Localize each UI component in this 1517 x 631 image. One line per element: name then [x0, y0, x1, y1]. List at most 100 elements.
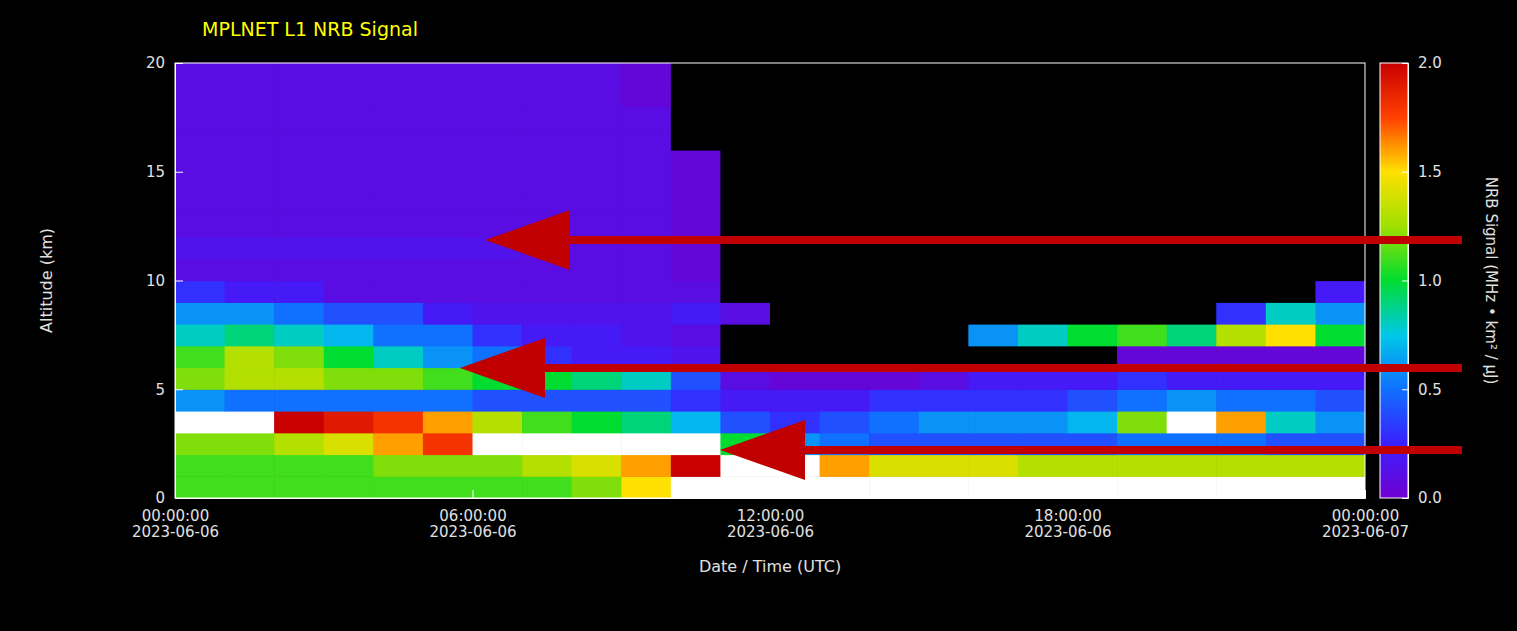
cell — [225, 107, 275, 129]
y-tick: 20 — [146, 54, 183, 72]
x-tick: 06:00:002023-06-06 — [429, 490, 516, 541]
cell — [1266, 150, 1316, 172]
cell — [1117, 476, 1167, 498]
cell — [373, 302, 423, 324]
cell — [820, 324, 870, 346]
cell — [1216, 411, 1266, 433]
cell — [1117, 259, 1167, 281]
cell — [621, 128, 671, 150]
arrow-head — [720, 420, 805, 480]
cell — [274, 128, 324, 150]
cell — [820, 411, 870, 433]
cell — [175, 172, 225, 194]
cell — [1315, 128, 1365, 150]
cell — [324, 476, 374, 498]
cell — [1068, 215, 1118, 237]
cell — [919, 476, 969, 498]
colorbar-tick: 2.0 — [1402, 54, 1442, 72]
cell — [820, 128, 870, 150]
cell — [621, 107, 671, 129]
cell — [1216, 259, 1266, 281]
cell — [770, 389, 820, 411]
cell — [1117, 172, 1167, 194]
cell — [1266, 63, 1316, 85]
cell — [621, 172, 671, 194]
cell — [175, 368, 225, 390]
cell — [621, 302, 671, 324]
y-tick-label: 10 — [146, 272, 165, 290]
cell — [324, 128, 374, 150]
colorbar-tick-mark — [1402, 172, 1408, 173]
cell — [1018, 259, 1068, 281]
cell — [1266, 259, 1316, 281]
cell — [621, 476, 671, 498]
cell — [968, 281, 1018, 303]
cell — [1167, 411, 1217, 433]
colorbar-tick: 0.0 — [1402, 489, 1442, 507]
colorbar-tick: 1.5 — [1402, 163, 1442, 181]
cell — [820, 194, 870, 216]
cell — [968, 411, 1018, 433]
cell — [1068, 302, 1118, 324]
colorbar-tick: 1.0 — [1402, 272, 1442, 290]
cell — [423, 194, 473, 216]
cell — [770, 259, 820, 281]
cell — [1068, 85, 1118, 107]
cell — [869, 411, 919, 433]
cell — [1068, 150, 1118, 172]
title: MPLNET L1 NRB Signal — [202, 18, 418, 40]
cell — [621, 215, 671, 237]
cell — [274, 368, 324, 390]
cell — [820, 259, 870, 281]
cell — [1216, 476, 1266, 498]
cell — [175, 455, 225, 477]
cell — [919, 107, 969, 129]
cell — [175, 128, 225, 150]
cell — [324, 411, 374, 433]
x-tick-label: 06:00:002023-06-06 — [429, 507, 516, 542]
cell — [473, 63, 523, 85]
cell — [869, 194, 919, 216]
cell — [423, 128, 473, 150]
cell — [1167, 302, 1217, 324]
cell — [919, 259, 969, 281]
cell — [869, 302, 919, 324]
cell — [1068, 259, 1118, 281]
cell — [324, 346, 374, 368]
cell — [572, 215, 622, 237]
cell — [473, 172, 523, 194]
cell — [473, 302, 523, 324]
cell — [1117, 85, 1167, 107]
cell — [1117, 215, 1167, 237]
cell — [1167, 324, 1217, 346]
cell — [1018, 107, 1068, 129]
cell — [671, 128, 721, 150]
cell — [1068, 411, 1118, 433]
cell — [572, 63, 622, 85]
cell — [572, 455, 622, 477]
cell — [1216, 85, 1266, 107]
cell — [1315, 172, 1365, 194]
arrow-shaft — [803, 446, 1462, 454]
x-tick-label-line: 2023-06-06 — [132, 523, 219, 541]
cell — [820, 85, 870, 107]
cell — [522, 150, 572, 172]
cell — [324, 172, 374, 194]
cell — [324, 150, 374, 172]
cell — [473, 128, 523, 150]
cell — [274, 324, 324, 346]
y-tick-label: 0 — [155, 489, 165, 507]
cell — [522, 389, 572, 411]
cell — [1018, 172, 1068, 194]
cell — [1315, 194, 1365, 216]
cell — [968, 172, 1018, 194]
cell — [919, 194, 969, 216]
cell — [770, 150, 820, 172]
cell — [1266, 411, 1316, 433]
cell — [621, 150, 671, 172]
cell — [1315, 281, 1365, 303]
cell — [1315, 107, 1365, 129]
cell — [671, 476, 721, 498]
cell — [820, 107, 870, 129]
cell — [274, 107, 324, 129]
